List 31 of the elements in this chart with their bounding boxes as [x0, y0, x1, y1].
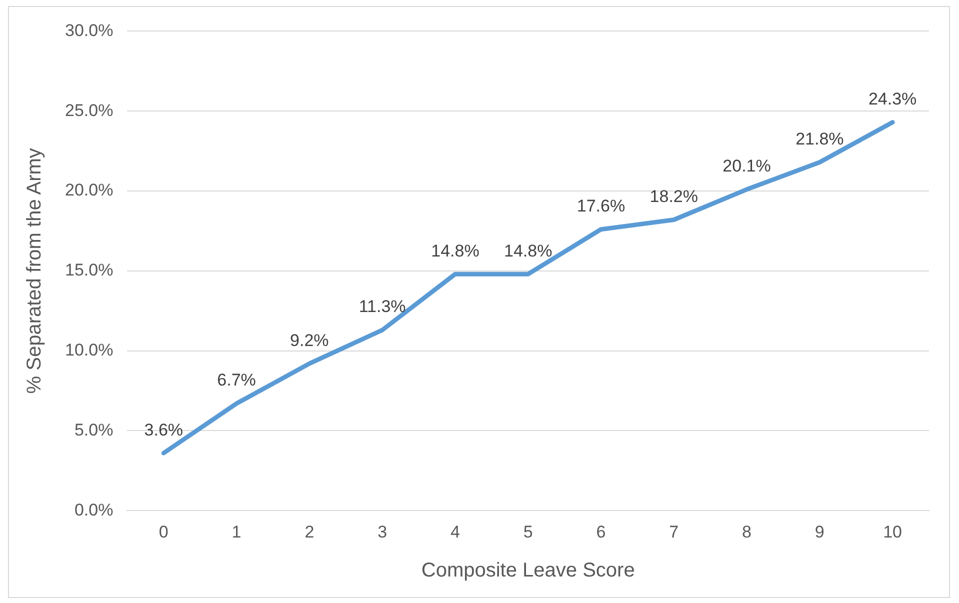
data-label: 20.1% — [722, 156, 771, 176]
data-label: 18.2% — [650, 186, 698, 206]
x-tick-label: 1 — [232, 522, 242, 542]
x-tick-label: 0 — [158, 522, 168, 542]
y-tick-label: 15.0% — [65, 260, 114, 280]
data-label: 11.3% — [358, 297, 406, 316]
data-label: 3.6% — [144, 420, 184, 440]
y-tick-label: 5.0% — [74, 420, 114, 440]
x-tick-label: 7 — [669, 522, 679, 542]
y-tick-label: 20.0% — [65, 180, 114, 200]
x-tick-label: 2 — [304, 522, 314, 542]
y-tick-label: 30.0% — [65, 20, 114, 40]
data-label: 14.8% — [504, 241, 552, 260]
y-axis-title: % Separated from the Army — [24, 148, 46, 394]
data-label: 21.8% — [796, 129, 844, 148]
x-tick-label: 9 — [814, 522, 824, 542]
data-label: 17.6% — [576, 196, 626, 216]
x-tick-label: 10 — [883, 522, 902, 542]
x-tick-label: 3 — [378, 522, 388, 542]
y-tick-label: 0.0% — [74, 500, 114, 520]
data-label: 24.3% — [868, 89, 917, 108]
data-label: 14.8% — [431, 241, 480, 260]
x-tick-label: 8 — [742, 522, 752, 542]
x-axis-title: Composite Leave Score — [421, 560, 635, 582]
x-tick-label: 6 — [596, 522, 606, 542]
data-label: 9.2% — [290, 330, 329, 350]
x-tick-label: 4 — [450, 522, 460, 542]
y-tick-label: 10.0% — [65, 340, 114, 360]
y-tick-label: 25.0% — [65, 100, 114, 120]
data-label: 6.7% — [217, 370, 256, 390]
x-tick-label: 5 — [523, 522, 533, 542]
